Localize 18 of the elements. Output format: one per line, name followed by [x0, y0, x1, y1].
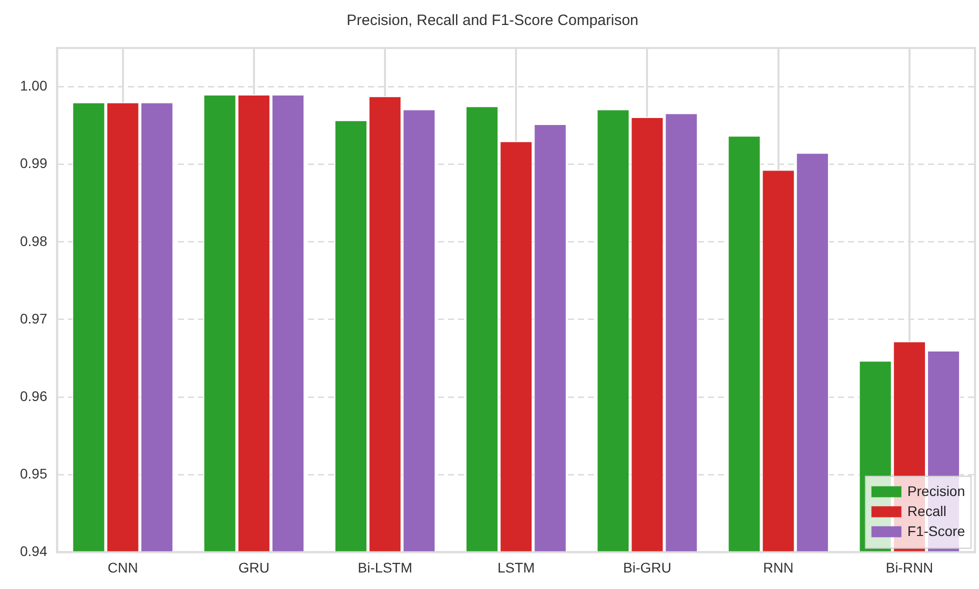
x-tick-label: RNN — [763, 559, 794, 576]
y-tick-label: 0.99 — [20, 155, 48, 172]
x-tick-label: Bi-RNN — [886, 559, 934, 576]
y-tick-label: 1.00 — [20, 78, 48, 94]
x-tick-label: LSTM — [497, 559, 535, 576]
y-tick-label: 0.96 — [20, 388, 48, 404]
x-tick-label: GRU — [238, 559, 270, 576]
y-tick-label: 0.95 — [20, 465, 48, 482]
legend-label: F1-Score — [907, 523, 966, 540]
chart-title: Precision, Recall and F1-Score Comparison — [346, 12, 638, 30]
x-tick-label: Bi-LSTM — [358, 559, 412, 576]
y-tick-label: 0.94 — [20, 543, 48, 560]
x-tick-label: CNN — [108, 559, 138, 576]
y-tick-label: 0.97 — [20, 310, 48, 326]
y-tick-label: 0.98 — [20, 232, 48, 249]
x-tick-label: Bi-GRU — [623, 559, 672, 576]
legend-label: Recall — [907, 503, 946, 520]
legend-label: Precision — [907, 483, 966, 500]
